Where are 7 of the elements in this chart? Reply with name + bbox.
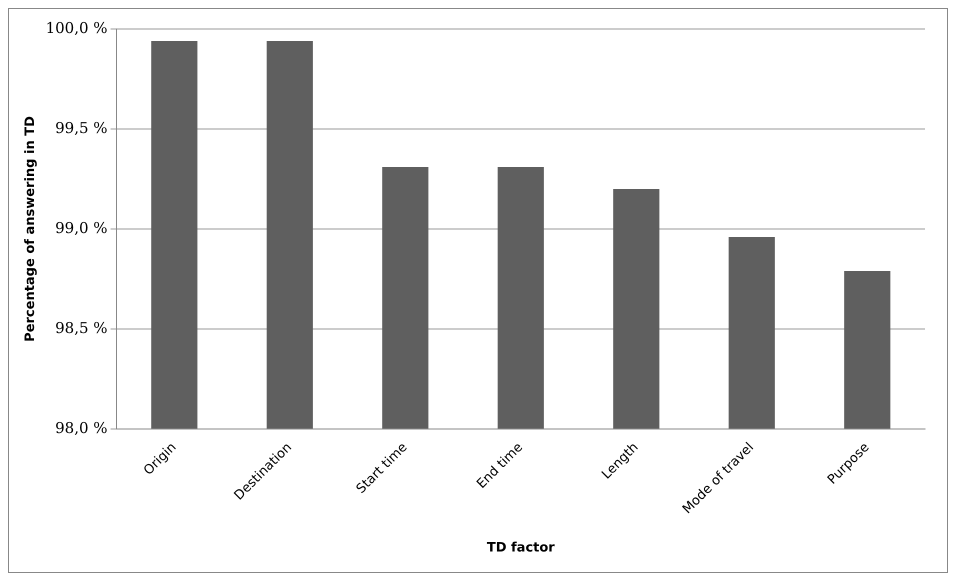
y-axis-title: Percentage of answering in TD: [23, 116, 38, 342]
y-tick-label: 99,5 %: [55, 118, 108, 137]
x-axis-title: TD factor: [486, 540, 556, 556]
y-tick-label: 98,0 %: [55, 418, 108, 437]
y-tick-label: 98,5 %: [55, 318, 108, 337]
y-tick-label: 100,0 %: [46, 18, 108, 37]
y-tick-label: 99,0 %: [55, 218, 108, 237]
